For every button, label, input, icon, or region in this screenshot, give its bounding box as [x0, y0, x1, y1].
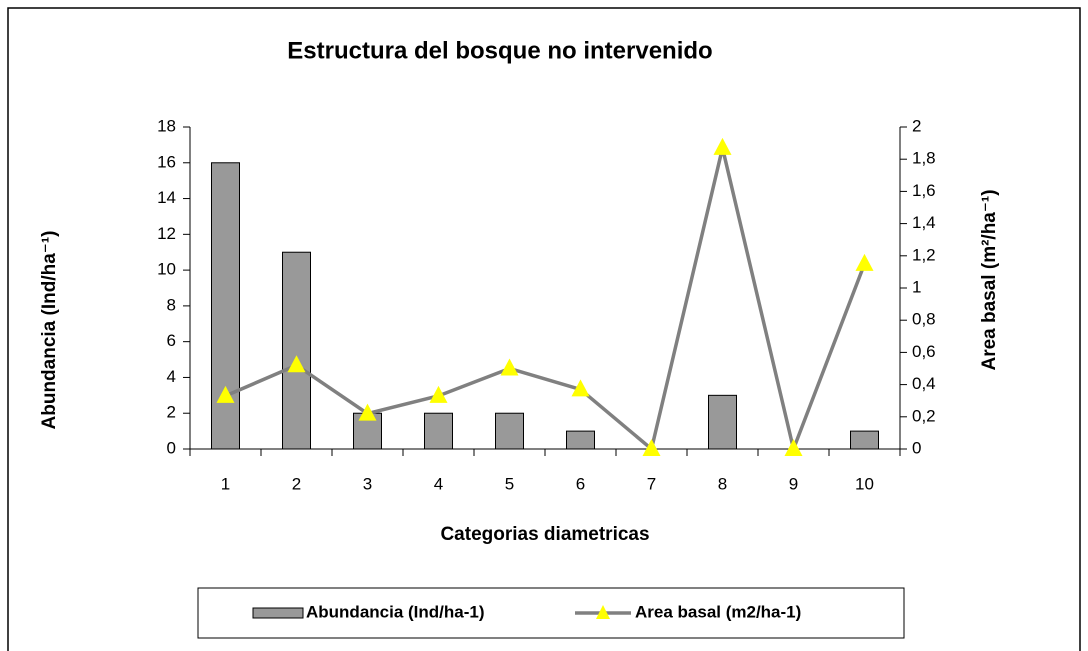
y-tick-label: 14: [157, 188, 176, 207]
y-tick-label: 12: [157, 224, 176, 243]
legend-marker: [596, 605, 610, 619]
x-tick-label: 1: [221, 474, 230, 493]
x-tick-label: 2: [292, 474, 301, 493]
y2-tick-label: 1,6: [912, 181, 936, 200]
x-tick-label: 8: [718, 474, 727, 493]
y2-axis-title: Area basal (m²/ha⁻¹): [979, 189, 1000, 370]
marker: [713, 137, 732, 155]
y-tick-label: 0: [167, 438, 176, 457]
x-tick-label: 3: [363, 474, 372, 493]
y-axis-title: Abundancia (Ind/ha⁻¹): [39, 231, 60, 430]
bar: [282, 251, 311, 450]
y2-tick-label: 1: [912, 277, 921, 296]
y-tick-label: 6: [167, 331, 176, 350]
bar: [566, 430, 595, 450]
marker: [287, 355, 306, 373]
y2-tick-label: 1,8: [912, 149, 936, 168]
x-axis-title: Categorias diametricas: [440, 524, 649, 545]
legend-label: Abundancia (Ind/ha-1): [306, 602, 485, 621]
legend-swatch: [252, 607, 304, 619]
y-tick-label: 2: [167, 403, 176, 422]
y2-tick-label: 0: [912, 438, 921, 457]
legend: [197, 587, 905, 639]
marker: [642, 439, 661, 456]
chart-title: Estructura del bosque no intervenido: [287, 37, 712, 64]
y2-tick-label: 0,6: [912, 342, 936, 361]
bar: [211, 162, 240, 450]
y-tick-label: 8: [167, 295, 176, 314]
legend-label: Area basal (m2/ha-1): [635, 602, 801, 621]
chart-border: [7, 7, 1081, 651]
bar: [850, 430, 879, 450]
y-tick-label: 18: [157, 116, 176, 135]
x-tick-label: 4: [434, 474, 443, 493]
bar: [495, 412, 524, 450]
marker: [571, 379, 590, 397]
y2-tick-label: 1,4: [912, 213, 936, 232]
marker: [429, 385, 448, 403]
marker: [784, 439, 803, 456]
x-tick-label: 9: [789, 474, 798, 493]
bar: [424, 412, 453, 450]
bar: [708, 394, 737, 450]
y2-tick-label: 1,2: [912, 245, 936, 264]
y-tick-label: 4: [167, 367, 176, 386]
y2-tick-label: 0,2: [912, 406, 936, 425]
y-tick-label: 16: [157, 152, 176, 171]
y-tick-label: 10: [157, 260, 176, 279]
y2-tick-label: 0,8: [912, 310, 936, 329]
x-tick-label: 7: [647, 474, 656, 493]
marker: [216, 385, 235, 403]
marker: [358, 403, 377, 421]
marker: [855, 253, 874, 271]
line: [224, 147, 867, 455]
y2-tick-label: 2: [912, 116, 921, 135]
x-tick-label: 6: [576, 474, 585, 493]
marker: [500, 358, 519, 376]
y2-tick-label: 0,4: [912, 374, 936, 393]
x-tick-label: 5: [505, 474, 514, 493]
x-tick-label: 10: [855, 474, 874, 493]
